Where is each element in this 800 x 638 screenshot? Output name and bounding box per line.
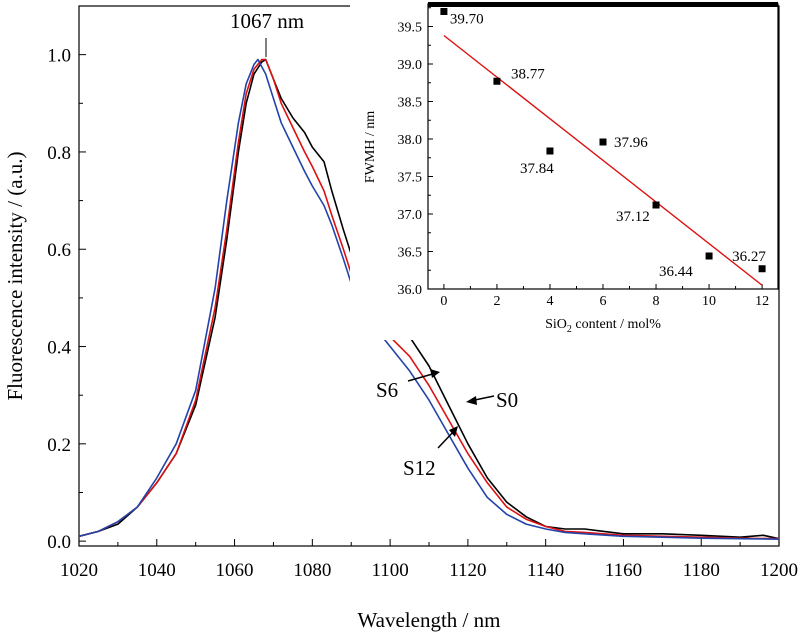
inset-data-label: 39.70	[450, 12, 484, 28]
y-tick-label: 1.0	[47, 46, 71, 67]
x-tick-label: 1140	[527, 560, 564, 581]
x-tick-label: 1080	[293, 560, 331, 581]
x-tick-label: 1120	[449, 560, 486, 581]
inset-y-tick-label: 39.5	[398, 21, 423, 36]
series-line-s6	[78, 58, 780, 540]
inset-plot: 0 2 4 6 8 10 12 36.0 36.5 37.0 37.5 38.0 38.5 39.0 39.…	[350, 2, 779, 340]
series-arrowhead-s12	[449, 426, 458, 437]
inset-data-point	[546, 147, 554, 155]
y-tick-label: 0.2	[47, 435, 71, 456]
inset-x-title-subscript: 2	[567, 324, 572, 335]
main-plot: 1020 1040 1060 1080 1100 1120 1140 1160 1180 1200…	[3, 5, 798, 632]
y-axis-title: Fluorescence intensity / (a.u.)	[3, 151, 27, 400]
inset-data-label: 37.84	[520, 161, 554, 177]
series-line-s12	[78, 58, 780, 540]
x-tick-label: 1040	[138, 560, 176, 581]
inset-points-group: 39.70 38.77 37.84 37.96 37.12 36.44 36.27	[440, 8, 766, 286]
inset-fit-line	[443, 34, 763, 286]
inset-x-tick-label: 6	[600, 294, 607, 309]
y-tick-label: 0.0	[47, 532, 71, 553]
inset-data-point	[599, 138, 607, 146]
inset-data-label: 36.44	[659, 264, 693, 280]
series-line-s0	[78, 58, 780, 540]
inset-x-title-prefix: SiO	[545, 317, 567, 332]
inset-y-tick-label: 38.0	[398, 133, 423, 148]
series-label-s6: S6	[376, 378, 398, 402]
inset-data-point	[758, 265, 766, 273]
inset-data-label: 36.27	[732, 249, 766, 265]
inset-x-title-suffix: content / mol%	[572, 317, 661, 332]
main-axis-ticks: 1020 1040 1060 1080 1100 1120 1140 1160 1180 1200…	[47, 5, 798, 581]
x-tick-label: 1060	[216, 560, 254, 581]
inset-y-tick-label: 36.5	[398, 246, 423, 261]
y-tick-label: 0.8	[47, 143, 71, 164]
inset-y-tick-label: 37.0	[398, 208, 423, 223]
inset-y-tick-label: 37.5	[398, 171, 423, 186]
y-tick-label: 0.4	[47, 338, 71, 359]
series-label-s12: S12	[403, 456, 436, 480]
inset-y-tick-label: 39.0	[398, 58, 423, 73]
series-arrowhead-s0	[466, 396, 477, 405]
inset-y-tick-label: 38.5	[398, 96, 423, 111]
x-tick-label: 1200	[760, 560, 798, 581]
x-axis-title: Wavelength / nm	[358, 608, 501, 632]
x-tick-label: 1100	[371, 560, 408, 581]
inset-x-tick-label: 12	[755, 294, 769, 309]
x-tick-label: 1180	[683, 560, 720, 581]
inset-y-axis-title: FWMH / nm	[363, 111, 378, 183]
x-tick-label: 1020	[60, 560, 98, 581]
inset-x-tick-label: 8	[653, 294, 660, 309]
inset-x-tick-label: 4	[546, 294, 553, 309]
y-tick-label: 0.6	[47, 240, 71, 261]
inset-x-tick-label: 10	[702, 294, 716, 309]
inset-data-point	[652, 201, 660, 209]
inset-data-point	[493, 77, 501, 85]
inset-x-axis-title: SiO2 content / mol%	[545, 317, 661, 335]
inset-background	[350, 4, 778, 340]
x-tick-label: 1160	[605, 560, 642, 581]
main-series-group	[78, 58, 780, 540]
inset-data-label: 37.12	[616, 209, 650, 225]
series-label-s0: S0	[496, 388, 518, 412]
inset-data-point	[440, 8, 448, 15]
series-arrowhead-s6	[430, 369, 440, 378]
inset-data-label: 37.96	[614, 135, 648, 151]
inset-data-label: 38.77	[511, 66, 545, 82]
inset-x-tick-label: 0	[440, 294, 447, 309]
inset-data-point	[705, 252, 713, 260]
peak-annotation-label: 1067 nm	[230, 9, 304, 33]
inset-axis-ticks: 0 2 4 6 8 10 12 36.0 36.5 37.0 37.5 38.0 38.5 39.0 39.…	[398, 7, 769, 309]
inset-y-tick-label: 36.0	[398, 283, 423, 298]
inset-x-tick-label: 2	[493, 294, 500, 309]
